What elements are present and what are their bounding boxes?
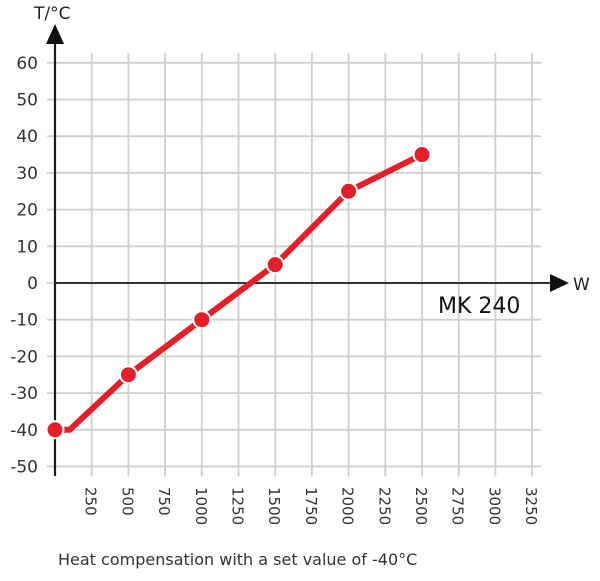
- grid: [47, 52, 542, 477]
- y-tick-label: -50: [10, 458, 38, 478]
- x-tick-label: 3250: [522, 487, 540, 525]
- x-axis-arrow-icon: [550, 274, 569, 292]
- y-axis-arrow-icon: [46, 24, 64, 44]
- y-tick-labels: 60 50 40 30 20 10 0 -10 -20 -30 -40 -50: [10, 54, 38, 478]
- x-tick-label: 2250: [375, 487, 393, 525]
- y-tick-label: 40: [16, 127, 38, 147]
- x-tick-label: 750: [155, 487, 173, 516]
- x-tick-label: 2000: [339, 487, 357, 525]
- data-point-marker: [120, 367, 136, 383]
- data-point-marker: [267, 257, 283, 273]
- x-tick-labels: 250 500 750 1000 1250 1500 1750 2000 2250 2500 275…: [82, 487, 540, 525]
- y-tick-label: -40: [10, 421, 38, 441]
- data-point-marker: [194, 312, 210, 328]
- x-tick-label: 250: [82, 487, 100, 516]
- x-tick-label: 1750: [302, 487, 320, 525]
- x-tick-label: 3000: [485, 487, 503, 525]
- y-tick-label: -10: [10, 311, 38, 331]
- y-axis-title: T/°C: [33, 4, 70, 24]
- data-point-marker: [341, 183, 357, 199]
- axes: T/°C W: [33, 4, 590, 476]
- y-tick-label: 60: [16, 54, 38, 74]
- y-tick-label: 50: [16, 91, 38, 111]
- x-tick-label: 1500: [265, 487, 283, 525]
- x-tick-label: 2750: [449, 487, 467, 525]
- data-series: [45, 145, 432, 440]
- x-tick-label: 500: [118, 487, 136, 516]
- series-label: MK 240: [438, 294, 520, 319]
- x-tick-label: 1250: [229, 487, 247, 525]
- data-point-marker: [47, 422, 63, 438]
- y-tick-label: 0: [27, 274, 38, 294]
- data-point-marker: [414, 147, 430, 163]
- chart: T/°C W 60 50 40 30 20 10 0 -10 -20 -30 -40 -50 250 5…: [10, 4, 590, 525]
- x-tick-label: 1000: [192, 487, 210, 525]
- y-tick-label: 20: [16, 201, 38, 221]
- y-tick-label: -30: [10, 384, 38, 404]
- y-tick-label: -20: [10, 347, 38, 367]
- x-tick-label: 2500: [412, 487, 430, 525]
- y-tick-label: 10: [16, 237, 38, 257]
- y-tick-label: 30: [16, 164, 38, 184]
- chart-caption: Heat compensation with a set value of -4…: [58, 550, 418, 569]
- x-axis-title: W: [573, 275, 590, 295]
